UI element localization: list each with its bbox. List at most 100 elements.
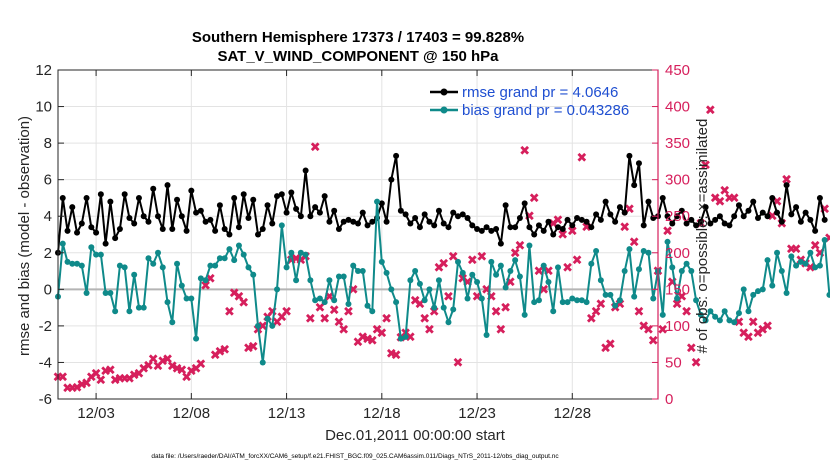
obs-marker: ✖ <box>438 257 449 272</box>
bias-point <box>135 304 142 311</box>
rmse-point <box>212 227 219 234</box>
bias-point <box>93 251 100 258</box>
rmse-point <box>631 182 638 189</box>
rmse-point <box>788 211 795 218</box>
bias-point <box>616 297 623 304</box>
obs-marker: ✖ <box>386 347 397 362</box>
bias-point <box>564 299 571 306</box>
bias-point <box>783 289 790 296</box>
bias-point <box>774 249 781 256</box>
y2-tick-label: 300 <box>665 172 690 189</box>
rmse-point <box>821 216 828 223</box>
obs-marker: ✖ <box>291 252 302 267</box>
rmse-point <box>674 213 681 220</box>
obs-marker: ✖ <box>410 294 421 309</box>
bias-point <box>612 302 619 309</box>
obs-marker: ✖ <box>553 213 564 228</box>
obs-marker: ✖ <box>543 265 554 280</box>
bias-point <box>288 249 295 256</box>
bias-point <box>493 271 500 278</box>
bias-point <box>235 242 242 249</box>
rmse-point <box>545 218 552 225</box>
rmse-point <box>693 222 700 229</box>
bias-point <box>526 242 533 249</box>
obs-marker: ✖ <box>719 184 730 199</box>
obs-marker: ✖ <box>586 312 597 327</box>
rmse-point <box>502 202 509 209</box>
bias-point <box>674 295 681 302</box>
rmse-point <box>378 200 385 207</box>
bias-point <box>150 260 157 267</box>
obs-marker: ✖ <box>729 191 740 206</box>
bias-point <box>221 255 228 262</box>
obs-marker: ✖ <box>595 297 606 312</box>
bias-point <box>478 295 485 302</box>
y2-tick-label: 450 <box>665 62 690 79</box>
bias-point <box>69 260 76 267</box>
obs-marker: ✖ <box>348 283 359 298</box>
bias-point <box>602 291 609 298</box>
rmse-point <box>78 220 85 227</box>
bias-point <box>378 258 385 265</box>
bias-point <box>159 264 166 271</box>
bias-point <box>483 332 490 339</box>
bias-point <box>545 279 552 286</box>
obs-marker: ✖ <box>124 372 135 387</box>
rmse-point <box>526 224 533 231</box>
obs-marker: ✖ <box>743 330 754 345</box>
obs-marker: ✖ <box>100 365 111 380</box>
bias-point <box>455 258 461 265</box>
rmse-point <box>369 218 376 225</box>
obs-marker: ✖ <box>500 301 511 316</box>
bias-point <box>459 269 466 276</box>
obs-marker: ✖ <box>86 371 97 386</box>
y-axis-ticks: -6 -4 -2 0 2 4 6 8 10 12 <box>35 62 64 408</box>
obs-marker: ✖ <box>162 352 173 367</box>
rmse-point <box>564 216 571 223</box>
obs-marker: ✖ <box>72 381 83 396</box>
obs-marker: ✖ <box>91 367 102 382</box>
obs-marker: ✖ <box>481 283 492 298</box>
rmse-point <box>455 213 461 220</box>
bias-point <box>121 264 128 271</box>
bias-point <box>116 262 123 269</box>
obs-marker: ✖ <box>133 367 144 382</box>
rmse-point <box>774 209 781 216</box>
bias-point <box>707 308 714 315</box>
rmse-point <box>402 211 409 218</box>
rmse-point <box>331 207 338 214</box>
rmse-point <box>316 209 323 216</box>
bias-point <box>240 251 247 258</box>
rmse-point <box>364 222 371 229</box>
bias-point <box>607 291 614 298</box>
x-tick-label: 12/13 <box>268 405 306 422</box>
bias-point <box>755 288 761 295</box>
obs-marker: ✖ <box>429 305 440 320</box>
bias-point <box>197 275 204 282</box>
bias-point <box>59 240 66 247</box>
rmse-point <box>145 218 152 225</box>
bias-point <box>555 264 561 271</box>
obs-marker: ✖ <box>343 305 354 320</box>
rmse-point <box>731 213 738 220</box>
bias-point <box>255 322 261 329</box>
bias-point <box>174 260 181 267</box>
obs-marker: ✖ <box>772 195 783 210</box>
rmse-point <box>412 215 419 222</box>
obs-marker: ✖ <box>219 343 230 358</box>
obs-marker: ✖ <box>143 359 154 374</box>
x-tick-label: 12/18 <box>363 405 401 422</box>
bias-point <box>626 246 633 253</box>
rmse-point <box>397 207 404 214</box>
y2-tick-label: 100 <box>665 318 690 335</box>
y2-tick-label: 400 <box>665 99 690 116</box>
bias-point <box>421 297 428 304</box>
obs-marker: ✖ <box>167 360 178 375</box>
obs-marker: ✖ <box>591 305 602 320</box>
rmse-point <box>121 191 128 198</box>
rmse-point <box>802 209 809 216</box>
obs-marker: ✖ <box>662 224 673 239</box>
rmse-point <box>350 218 357 225</box>
rmse-point <box>431 222 438 229</box>
rmse-point <box>750 198 757 205</box>
